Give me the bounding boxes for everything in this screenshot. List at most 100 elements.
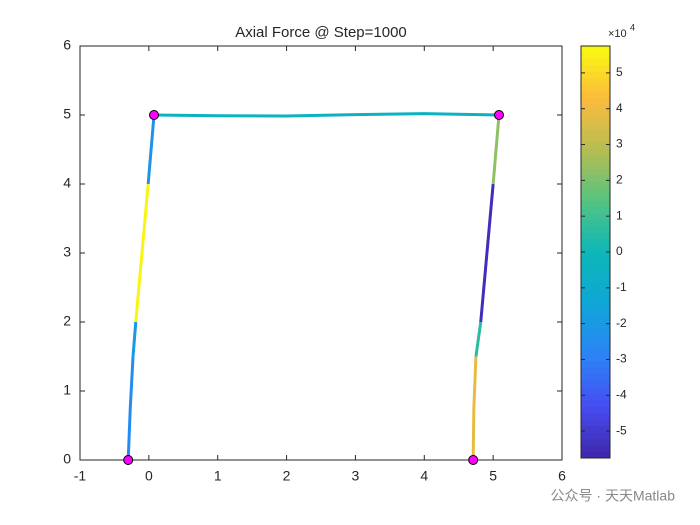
colorbar-swatch [581,65,610,73]
multiplier-base: ×10 [608,28,627,40]
colorbar-swatch [581,271,610,279]
element [474,321,483,357]
colorbar-swatch [581,438,610,446]
colorbar-swatch [581,316,610,324]
y-tick-label: 3 [63,244,71,260]
multiplier-exponent: 4 [630,22,635,32]
x-tick-label: 2 [283,468,291,484]
colorbar-swatch [581,135,610,143]
chart-title: Axial Force @ Step=1000 [235,24,407,41]
colorbar-swatch [581,335,610,343]
colorbar-swatch [581,361,610,369]
colorbar-swatch [581,219,610,227]
colorbar-swatch [581,110,610,118]
colorbar-swatch [581,129,610,137]
node [149,110,160,120]
colorbar-swatch [581,193,610,201]
colorbar-swatch [581,45,610,53]
colorbar-swatch [581,419,610,427]
colorbar-swatch [581,245,610,253]
colorbar-swatch [581,77,610,85]
colorbar-swatch [581,168,610,176]
y-tick-label: 6 [63,37,71,53]
x-tick-label: 3 [352,468,360,484]
colorbar-swatch [581,290,610,298]
x-tick-label: 4 [420,468,428,484]
x-tick-label: 5 [489,468,497,484]
colorbar-swatch [581,322,610,330]
colorbar-swatch [581,451,610,459]
node [123,455,134,465]
colorbar-swatch [581,412,610,420]
colorbar-swatch [581,116,610,124]
colorbar-tick-label: 1 [616,208,623,222]
colorbar-tick-label: -1 [616,280,627,294]
colorbar-tick-label: -4 [616,387,627,401]
colorbar-tick-label: 5 [616,65,623,79]
x-tick-label: 1 [214,468,222,484]
colorbar-swatch [581,328,610,336]
colorbar-swatch [581,283,610,291]
colorbar-swatch [581,97,610,105]
y-tick-label: 1 [63,382,71,398]
colorbar-swatch [581,52,610,60]
colorbar-swatch [581,431,610,439]
colorbar-tick-label: -2 [616,316,627,330]
colorbar-swatch [581,84,610,92]
colorbar-swatch [581,180,610,188]
colorbar-swatch [581,386,610,394]
node [468,455,479,465]
colorbar-swatch [581,380,610,388]
colorbar-swatch [581,200,610,208]
colorbar-swatch [581,225,610,233]
element [126,356,135,461]
colorbar-swatch [581,393,610,401]
colorbar-swatch [581,374,610,382]
colorbar-swatch [581,71,610,79]
colorbar-tick-label: 2 [616,173,623,187]
colorbar-swatch [581,155,610,163]
colorbar-swatch [581,296,610,304]
x-tick-label: -1 [74,468,87,484]
colorbar-swatch [581,303,610,311]
colorbar-swatch [581,148,610,156]
colorbar-swatch [581,161,610,169]
node [493,110,504,120]
element [479,183,495,323]
y-tick-label: 4 [63,175,71,191]
colorbar-swatch [581,354,610,362]
colorbar-swatch [581,348,610,356]
colorbar-tick-label: 0 [616,244,623,258]
element [131,321,138,357]
element [134,183,150,323]
colorbar-swatch [581,103,610,111]
colorbar-swatch [581,213,610,221]
colorbar-swatch [581,238,610,246]
y-tick-label: 5 [63,106,71,122]
colorbar-swatch [581,142,610,150]
colorbar-swatch [581,90,610,98]
y-tick-label: 2 [63,313,71,329]
y-tick-label: 0 [63,451,71,467]
colorbar-tick-label: -5 [616,423,627,437]
colorbar-swatch [581,232,610,240]
colorbar-swatch [581,309,610,317]
colorbar-swatch [581,277,610,285]
colorbar-swatch [581,444,610,452]
colorbar-swatch [581,58,610,66]
colorbar-swatch [581,425,610,433]
colorbar-swatch [581,174,610,182]
colorbar-swatch [581,264,610,272]
element [146,114,156,185]
colorbar-tick-label: 3 [616,137,623,151]
colorbar-swatch [581,251,610,259]
colorbar-multiplier: ×10 4 [608,22,635,40]
watermark: 公众号 · 天天Matlab [551,488,676,504]
colorbar-swatch [581,399,610,407]
x-tick-label: 6 [558,468,566,484]
x-tick-label: 0 [145,468,153,484]
colorbar-swatch [581,341,610,349]
colorbar-swatch [581,122,610,130]
element [491,114,501,185]
